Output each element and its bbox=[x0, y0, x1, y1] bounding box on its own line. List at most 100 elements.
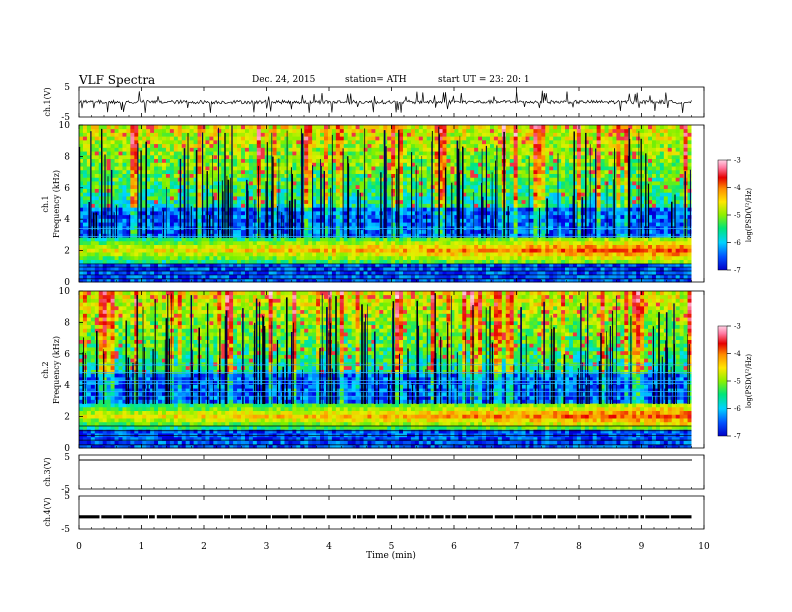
ch1-spectrogram-cell bbox=[165, 173, 171, 178]
ch1-spectrogram-cell bbox=[244, 270, 250, 275]
ch1-spectrogram-cell bbox=[248, 274, 254, 279]
ch1-spectrogram-cell bbox=[375, 218, 380, 223]
ch1-spectrogram-cell bbox=[154, 233, 159, 238]
ch1-spectrogram-cell bbox=[126, 132, 131, 137]
ch1-spectrogram-cell bbox=[422, 151, 428, 156]
ch1-spectrogram-cell bbox=[154, 199, 159, 204]
ch1-spectrogram-cell bbox=[209, 240, 214, 246]
ch1-spectrogram-cell bbox=[529, 177, 534, 182]
ch1-spectrogram-cell bbox=[169, 188, 175, 193]
ch1-spectrogram-cell bbox=[363, 252, 368, 257]
ch1-spectrogram-cell bbox=[138, 267, 143, 272]
ch1-spectrogram-cell bbox=[142, 181, 147, 186]
ch1-spectrogram-cell bbox=[509, 166, 515, 171]
ch1-spectrogram-cell bbox=[482, 270, 487, 275]
ch1-spectrogram-cell bbox=[403, 244, 408, 249]
ch1-spectrogram-cell bbox=[470, 125, 475, 130]
ch1-spectrogram-cell bbox=[304, 218, 309, 223]
ch1-spectrogram-cell bbox=[324, 173, 329, 178]
ch1-spectrogram-cell bbox=[189, 270, 194, 275]
ch1-spectrogram-cell bbox=[118, 147, 123, 152]
ch1-spectrogram-cell bbox=[296, 248, 301, 253]
ch1-spectrogram-cell bbox=[146, 207, 151, 212]
ch1-spectrogram-cell bbox=[320, 151, 325, 156]
ch1-spectrogram-cell bbox=[122, 218, 127, 223]
ch1-spectrogram-cell bbox=[335, 199, 341, 204]
ch1-spectrogram-cell bbox=[142, 143, 147, 148]
ch1-spectrogram-cell bbox=[324, 229, 329, 234]
ch1-spectrogram-cell bbox=[403, 169, 408, 174]
ch1-spectrogram-cell bbox=[410, 147, 416, 152]
ch1-spectrogram-cell bbox=[229, 267, 234, 272]
ch1-spectrogram-cell bbox=[158, 196, 163, 201]
ch1-spectrogram-cell bbox=[395, 147, 400, 152]
ch1-spectrogram-cell bbox=[470, 181, 475, 186]
ch1-spectrogram-cell bbox=[79, 196, 84, 201]
ch1-spectrogram-cell bbox=[118, 139, 123, 145]
ch1-spectrogram-cell bbox=[474, 203, 479, 208]
ch1-spectrogram-cell bbox=[537, 252, 542, 257]
ch1-spectrogram-cell bbox=[422, 214, 428, 219]
ch1-spectrogram-cell bbox=[292, 181, 297, 186]
ch1-spectrogram-cell bbox=[533, 267, 538, 272]
ch1-spectrogram-cell bbox=[399, 248, 404, 253]
ch1-spectrogram-cell bbox=[130, 222, 135, 227]
ch1-spectrogram-cell bbox=[458, 177, 463, 182]
ch1-spectrogram-cell bbox=[217, 248, 222, 253]
ch1-spectrogram-cell bbox=[517, 278, 522, 283]
ch1-spectrogram-cell bbox=[138, 136, 143, 141]
ch1-spectrogram-cell bbox=[521, 225, 526, 231]
ch1-spectrogram-cell bbox=[320, 143, 325, 148]
ch1-spectrogram-cell bbox=[82, 225, 88, 231]
ch1-spectrogram-cell bbox=[146, 136, 151, 141]
ch1-spectrogram-cell bbox=[355, 278, 360, 283]
ch1-spectrogram-cell bbox=[169, 274, 175, 279]
ch1-spectrogram-cell bbox=[470, 143, 475, 148]
ch1-spectrogram-cell bbox=[343, 199, 349, 204]
ch1-spectrogram-cell bbox=[406, 136, 412, 141]
ch1-spectrogram-cell bbox=[387, 158, 392, 163]
ch1-spectrogram-cell bbox=[497, 125, 503, 130]
ch1-spectrogram-cell bbox=[466, 274, 471, 279]
ch1-spectrogram-cell bbox=[154, 188, 159, 193]
ch1-spectrogram-cell bbox=[482, 203, 487, 208]
ch1-spectrogram-cell bbox=[347, 158, 353, 163]
ch1-spectrogram-cell bbox=[272, 181, 277, 186]
ch1-spectrogram-cell bbox=[438, 166, 443, 171]
ch1-spectrogram-cell bbox=[288, 203, 293, 208]
ch1-spectrogram-cell bbox=[493, 173, 499, 178]
ch1-spectrogram-cell bbox=[165, 169, 171, 174]
ch1-spectrogram-cell bbox=[403, 132, 408, 137]
ch1-spectrogram-cell bbox=[324, 151, 329, 156]
ch1-spectrogram-cell bbox=[217, 188, 222, 193]
ch1-spectrogram-cell bbox=[161, 196, 167, 201]
ch1-spectrogram-cell bbox=[169, 162, 175, 167]
ch1-spectrogram-cell bbox=[256, 274, 262, 279]
ch1-spectrogram-cell bbox=[426, 225, 432, 231]
ch1-spectrogram-cell bbox=[434, 181, 439, 186]
ch1-spectrogram-cell bbox=[114, 181, 119, 186]
ch1-spectrogram-cell bbox=[399, 143, 404, 148]
ch1-spectrogram-cell bbox=[142, 169, 147, 174]
ch1-spectrogram-cell bbox=[256, 252, 262, 257]
ch1-spectrogram-cell bbox=[545, 248, 550, 253]
ch1-spectrogram-cell bbox=[343, 136, 349, 141]
ch1-spectrogram-cell bbox=[138, 132, 143, 137]
ch1-spectrogram-cell bbox=[102, 151, 108, 156]
ch1-spectrogram-cell bbox=[343, 143, 349, 148]
ch1-spectrogram-cell bbox=[410, 248, 416, 253]
ch1-spectrogram-cell bbox=[110, 192, 115, 197]
ch1-spectrogram-cell bbox=[497, 214, 503, 219]
ch1-spectrogram-cell bbox=[406, 240, 412, 246]
ch1-spectrogram-cell bbox=[268, 158, 274, 163]
ch1-spectrogram-cell bbox=[458, 252, 463, 257]
ch1-spectrogram-cell bbox=[320, 203, 325, 208]
ch1-spectrogram-cell bbox=[541, 154, 546, 160]
ch1-spectrogram-cell bbox=[489, 158, 495, 163]
ch1-spectrogram-cell bbox=[118, 248, 123, 253]
ch1-spectrogram-cell bbox=[98, 151, 104, 156]
ch1-spectrogram-cell bbox=[509, 169, 515, 174]
ch1-spectrogram-cell bbox=[474, 263, 479, 268]
ch1-spectrogram-cell bbox=[185, 270, 191, 275]
ch1-spectrogram-cell bbox=[387, 274, 392, 279]
